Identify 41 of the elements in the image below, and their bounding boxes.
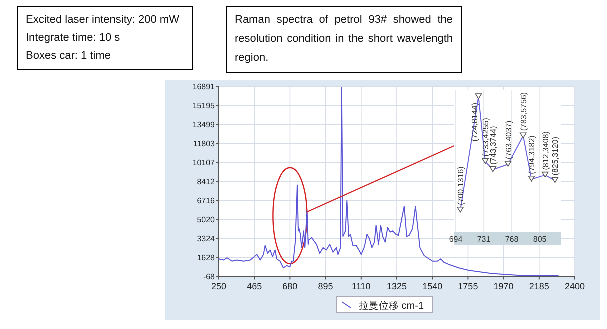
y-tick-label: 10107 <box>192 158 216 168</box>
annotation: (700,1316) <box>456 166 466 206</box>
x-tick-label: 2185 <box>529 282 550 292</box>
x-tick-label: 694 <box>449 235 464 244</box>
y-tick-label: 8412 <box>197 178 216 187</box>
x-tick-label: 731 <box>477 235 492 244</box>
x-tick-label: 680 <box>282 282 298 292</box>
x-tick-label: 1110 <box>352 282 371 292</box>
y-tick-label: 15195 <box>192 102 216 111</box>
y-tick-label: 6716 <box>197 196 216 206</box>
text: Excited laser intensity: 200 mW <box>26 13 180 28</box>
annotation: (763,4037) <box>504 120 514 160</box>
text: Raman spectra of petrol 93# showed the resolution condition in the short wavelength region. <box>235 13 453 66</box>
x-tick-label: 768 <box>505 235 520 244</box>
text: Boxes car: 1 time <box>26 49 112 64</box>
annotation: (783,5756) <box>519 92 528 132</box>
y-tick-label: 13499 <box>192 120 216 130</box>
y-tick-label: -68 <box>203 272 216 282</box>
y-tick-label: 1628 <box>197 254 216 263</box>
annotation: (794,3182) <box>528 136 537 174</box>
y-tick-label: 5020 <box>197 216 216 225</box>
annotation: (743,3744) <box>489 126 498 165</box>
x-tick-label: 2400 <box>564 282 586 292</box>
x-tick-label: 465 <box>247 282 262 292</box>
x-tick-label: 805 <box>533 235 548 244</box>
legend-label: 拉曼位移 cm-1 <box>359 300 424 312</box>
x-tick-label: 1540 <box>422 282 443 292</box>
annotation: (733,4255) <box>482 118 491 157</box>
y-tick-label: 3324 <box>197 234 216 244</box>
x-tick-label: 250 <box>211 282 227 292</box>
x-tick-label: 1755 <box>458 282 478 292</box>
annotation: (724,8144) <box>470 103 480 142</box>
legend: 拉曼位移 cm-1 <box>336 296 434 314</box>
x-tick-label: 1970 <box>494 282 514 292</box>
text: Integrate time: 10 s <box>26 31 122 46</box>
annotation: (812,3408) <box>541 132 550 170</box>
y-tick-label: 16891 <box>192 82 216 92</box>
y-tick-label: 11803 <box>193 140 216 149</box>
x-tick-label: 1325 <box>386 282 408 292</box>
x-tick-label: 895 <box>318 282 334 292</box>
annotation: (825,3120) <box>551 137 560 176</box>
